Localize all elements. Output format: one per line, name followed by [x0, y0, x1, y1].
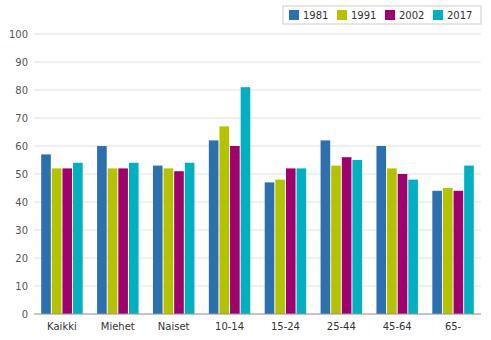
legend-label: 2002: [399, 10, 424, 21]
bar: [185, 163, 195, 314]
bar: [464, 166, 474, 314]
y-tick-label: 50: [15, 169, 28, 180]
bar: [443, 188, 453, 314]
bar: [286, 168, 296, 314]
x-tick-label: Naiset: [158, 321, 190, 332]
bar: [398, 174, 408, 314]
legend-swatch: [289, 10, 299, 20]
legend-frame: [283, 6, 481, 24]
chart: 0 10 20 30 40 50 60 70 80 90 100 Kaikki Miehet Naiset…: [0, 0, 491, 340]
y-tick-label: 40: [15, 197, 28, 208]
legend-label: 1991: [351, 10, 376, 21]
bar: [275, 180, 285, 314]
y-tick-label: 0: [22, 309, 28, 320]
x-tick-label: 10-14: [215, 321, 244, 332]
x-tick-label: 65-: [445, 321, 462, 332]
x-axis-line: [34, 314, 481, 315]
bar: [342, 157, 352, 314]
grid-line: [34, 314, 481, 315]
y-tick-label: 30: [15, 225, 28, 236]
bar: [97, 146, 107, 314]
y-tick-label: 100: [9, 29, 28, 40]
bar: [129, 163, 139, 314]
y-tick-label: 90: [15, 57, 28, 68]
bar: [52, 168, 62, 314]
chart-container: 0 10 20 30 40 50 60 70 80 90 100 Kaikki Miehet Naiset…: [0, 0, 491, 340]
y-tick-label: 10: [15, 281, 28, 292]
bar: [297, 168, 307, 314]
legend-swatch: [433, 10, 443, 20]
bar: [408, 180, 418, 314]
bar: [164, 168, 174, 314]
bar: [118, 168, 128, 314]
bar: [331, 166, 341, 314]
bar: [108, 168, 118, 314]
bar: [219, 126, 229, 314]
bar: [153, 166, 163, 314]
bar: [432, 191, 442, 314]
y-tick-label: 80: [15, 85, 28, 96]
x-tick-label: 45-64: [383, 321, 412, 332]
x-tick-label: 25-44: [327, 321, 356, 332]
bar: [174, 171, 184, 314]
bar: [376, 146, 386, 314]
grid: [34, 34, 481, 314]
bar: [352, 160, 362, 314]
grid-line: [34, 62, 481, 63]
grid-line: [34, 90, 481, 91]
y-tick-label: 60: [15, 141, 28, 152]
bar: [321, 140, 331, 314]
bar: [241, 87, 251, 314]
legend: 1981 1991 2002 2017: [283, 6, 481, 24]
bar: [209, 140, 219, 314]
bar: [265, 182, 275, 314]
bars: [41, 87, 474, 314]
bar: [387, 168, 397, 314]
legend-swatch: [337, 10, 347, 20]
y-tick-label: 20: [15, 253, 28, 264]
x-tick-label: Kaikki: [47, 321, 77, 332]
legend-label: 2017: [447, 10, 472, 21]
bar: [454, 191, 464, 314]
x-tick-label: 15-24: [271, 321, 300, 332]
bar: [41, 154, 51, 314]
grid-line: [34, 118, 481, 119]
grid-line: [34, 34, 481, 35]
bar: [73, 163, 83, 314]
legend-label: 1981: [303, 10, 328, 21]
bar: [62, 168, 72, 314]
bar: [230, 146, 240, 314]
x-tick-label: Miehet: [101, 321, 135, 332]
y-tick-label: 70: [15, 113, 28, 124]
legend-swatch: [385, 10, 395, 20]
